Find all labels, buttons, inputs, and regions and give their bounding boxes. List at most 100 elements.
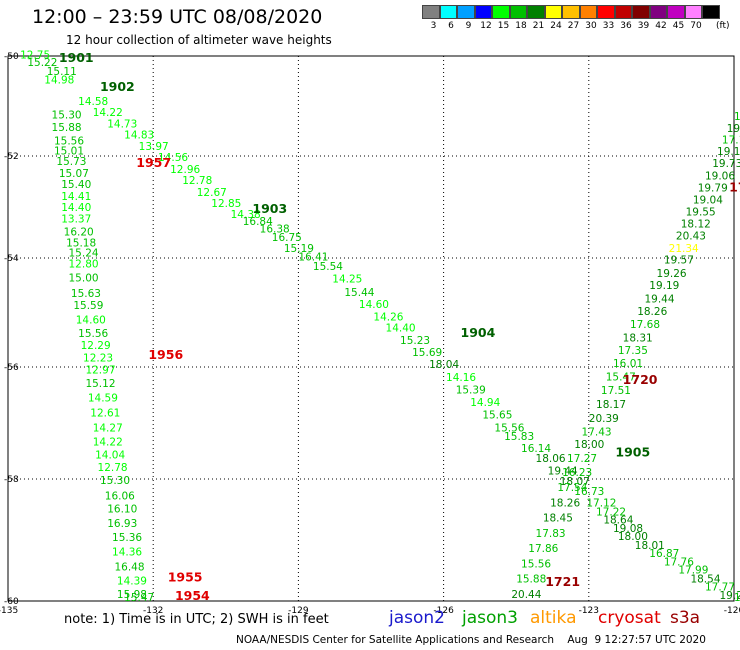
legend-swatch <box>597 5 615 19</box>
swh-value: 15.19 <box>284 243 314 255</box>
swh-value: 15.40 <box>61 179 91 191</box>
swh-value: 14.22 <box>93 436 123 448</box>
swh-value: 20.43 <box>676 231 706 243</box>
legend-swatch <box>544 5 562 19</box>
page-title: 12:00 – 23:59 UTC 08/08/2020 <box>32 6 323 28</box>
legend-swatch <box>439 5 457 19</box>
swh-value: 15.63 <box>71 288 101 300</box>
swh-value: 14.83 <box>124 130 154 142</box>
pass-time-label: 1957 <box>136 155 171 170</box>
lon-tick-label: -132 <box>143 606 163 616</box>
swh-value: 15.69 <box>412 347 442 359</box>
swh-value: 12.78 <box>98 462 128 474</box>
legend-swatch <box>509 5 527 19</box>
swh-value: 12.29 <box>81 340 111 352</box>
swh-value: 17.17 <box>722 135 740 147</box>
swh-value: 19.44 <box>644 294 674 306</box>
swh-value: 15.30 <box>100 475 130 487</box>
footer-credit: NOAA/NESDIS Center for Satellite Applica… <box>236 634 706 646</box>
swh-value: 19.73 <box>712 158 740 170</box>
lat-tick-label: -58 <box>4 475 19 485</box>
swh-value: 19.44 <box>548 466 578 478</box>
legend-swatch <box>492 5 510 19</box>
mission-jason2: jason2 <box>389 608 445 628</box>
legend-swatch <box>457 5 475 19</box>
swh-value: 16.93 <box>107 518 137 530</box>
swh-value: 15.44 <box>344 287 374 299</box>
color-legend: 3 6 9 12 15 18 21 24 27 30 33 36 39 42 45 70 (ft) <box>0 0 740 40</box>
swh-value: 14.41 <box>61 191 91 203</box>
swh-value: 15.56 <box>78 328 108 340</box>
swh-value: 15.30 <box>52 110 82 122</box>
swh-value: 15.47 <box>606 371 636 383</box>
legend-swatch <box>422 5 440 19</box>
mission-s3a: s3a <box>670 608 701 628</box>
legend-label: 18 <box>515 21 527 31</box>
swh-value: 12.85 <box>211 198 241 210</box>
swh-value: 19.79 <box>698 183 728 195</box>
swh-value: 15.07 <box>59 168 89 180</box>
swh-value: 15.47 <box>124 592 154 604</box>
swh-value: 18.07 <box>560 476 590 488</box>
swh-value: 14.60 <box>76 314 106 326</box>
swh-value: 14.40 <box>61 202 91 214</box>
swh-value: 15.65 <box>482 410 512 422</box>
pass-time-label: 1721 <box>545 574 580 589</box>
swh-value: 16.38 <box>260 224 290 236</box>
swh-value: 12.96 <box>170 164 200 176</box>
swh-value: 14.16 <box>446 372 476 384</box>
swh-value: 19.24 <box>719 590 740 602</box>
swh-value: 18.31 <box>623 332 653 344</box>
lat-tick-label: -60 <box>4 597 19 607</box>
lon-tick-label: -129 <box>288 606 309 616</box>
swh-value: 16.48 <box>114 562 144 574</box>
legend-label: 3 <box>430 21 437 31</box>
legend-unit: (ft) <box>716 21 730 31</box>
page-subtitle: 12 hour collection of altimeter wave hei… <box>66 33 332 47</box>
pass-time-label: 1905 <box>615 445 650 460</box>
swh-value: 15.56 <box>54 136 84 148</box>
legend-label: 12 <box>480 21 492 31</box>
swh-value: 16.01 <box>613 358 643 370</box>
swh-value: 17.12 <box>586 497 616 509</box>
swh-value: 19.11 <box>717 146 740 158</box>
swh-value: 15.59 <box>73 300 103 312</box>
legend-label: 45 <box>672 21 685 31</box>
swh-value: 18.26 <box>637 306 667 318</box>
swh-value: 19.06 <box>705 170 735 182</box>
swh-value: 15.56 <box>521 558 551 570</box>
swh-value: 18.64 <box>603 515 633 527</box>
swh-value: 17.77 <box>705 582 735 594</box>
swh-value: 14.26 <box>373 312 403 324</box>
swh-value: 16.20 <box>64 227 94 239</box>
pass-time-label: 1720 <box>623 372 658 387</box>
swh-value: 19.13 <box>727 123 740 135</box>
swh-value: 15.36 <box>112 532 142 544</box>
swh-value: 15.73 <box>56 156 86 168</box>
swh-value: 17.54 <box>557 482 587 494</box>
swh-value: 14.36 <box>112 546 142 558</box>
swh-value: 17.83 <box>536 528 566 540</box>
swh-value: 14.59 <box>88 393 118 405</box>
swh-value: 17.86 <box>528 543 558 555</box>
swh-value: 14.98 <box>44 75 74 87</box>
lon-tick-label: -123 <box>579 606 599 616</box>
swh-value: 19.08 <box>613 523 643 535</box>
swh-value: 15.88 <box>516 574 546 586</box>
swh-value: 19.57 <box>664 254 694 266</box>
swh-value: 21.34 <box>669 243 699 255</box>
pass-time-label: 1901 <box>59 50 94 65</box>
pass-time-label: 1904 <box>461 325 496 340</box>
legend-label: 36 <box>620 21 632 31</box>
swh-value: 14.40 <box>386 323 416 335</box>
swh-value: 17.68 <box>630 319 660 331</box>
swh-value: 16.41 <box>298 252 328 264</box>
legend-label: 6 <box>448 21 454 31</box>
pass-time-label: 1956 <box>148 347 183 362</box>
legend-label: 30 <box>585 21 597 31</box>
swh-value: 15.24 <box>69 247 99 259</box>
legend-label: 70 <box>690 21 702 31</box>
swh-value: 17.22 <box>596 507 626 519</box>
swh-value: 18.12 <box>681 218 711 230</box>
swh-value: 14.38 <box>231 209 261 221</box>
